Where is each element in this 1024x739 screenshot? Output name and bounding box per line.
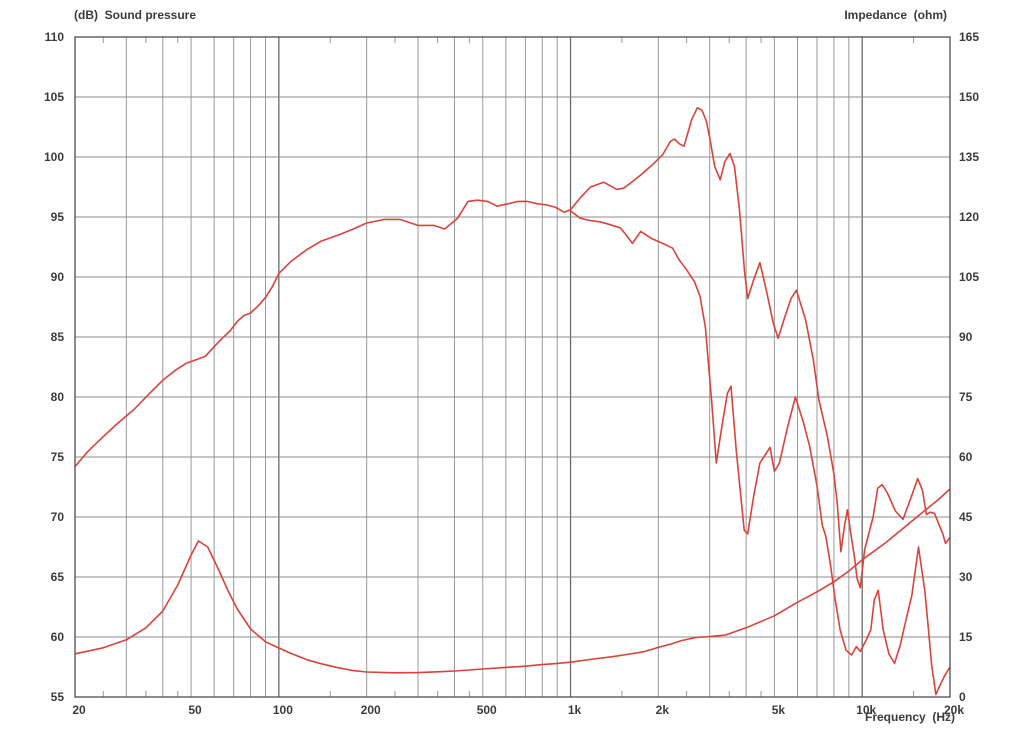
x-tick-label: 10k xyxy=(856,703,876,717)
y-left-tick-label: 95 xyxy=(51,210,65,224)
plot-border xyxy=(74,36,951,698)
y-right-tick-label: 30 xyxy=(959,570,973,584)
x-tick-label: 5k xyxy=(772,703,786,717)
x-tick-label: 1k xyxy=(568,703,582,717)
sound-pressure-off-axis-curve xyxy=(569,210,950,696)
y-right-tick-label: 90 xyxy=(959,330,973,344)
x-tick-label: 50 xyxy=(188,703,202,717)
sound-pressure-on-axis-curve xyxy=(75,107,950,589)
y-left-tick-label: 110 xyxy=(45,30,65,44)
y-left-tick-label: 85 xyxy=(51,330,65,344)
right-axis-title: Impedance (ohm) xyxy=(844,8,947,22)
y-left-tick-label: 55 xyxy=(51,690,65,704)
y-right-tick-label: 0 xyxy=(959,690,966,704)
impedance-curve xyxy=(75,488,950,674)
y-right-tick-label: 135 xyxy=(959,150,979,164)
y-left-tick-label: 60 xyxy=(51,630,65,644)
y-right-tick-label: 45 xyxy=(959,510,973,524)
x-tick-label: 200 xyxy=(361,703,381,717)
y-left-tick-label: 100 xyxy=(44,150,64,164)
y-right-tick-label: 60 xyxy=(959,450,973,464)
y-right-tick-label: 120 xyxy=(959,210,979,224)
y-left-tick-label: 80 xyxy=(51,390,65,404)
y-left-tick-label: 65 xyxy=(51,570,65,584)
y-left-tick-label: 105 xyxy=(44,90,64,104)
x-axis-title: Frequency (Hz) xyxy=(864,710,955,724)
y-left-tick-label: 75 xyxy=(51,450,65,464)
y-right-tick-label: 165 xyxy=(959,30,979,44)
y-right-tick-label: 150 xyxy=(959,90,979,104)
y-right-tick-label: 75 xyxy=(959,390,973,404)
x-tick-label: 2k xyxy=(656,703,670,717)
y-right-tick-label: 105 xyxy=(959,270,979,284)
x-tick-label: 20 xyxy=(72,703,86,717)
left-axis-title: (dB) Sound pressure xyxy=(74,8,197,22)
y-right-tick-label: 15 xyxy=(959,630,973,644)
x-tick-label: 100 xyxy=(273,703,293,717)
x-tick-label: 500 xyxy=(477,703,497,717)
x-tick-label: 20k xyxy=(944,703,964,717)
y-left-tick-label: 70 xyxy=(51,510,65,524)
y-left-tick-label: 90 xyxy=(51,270,65,284)
